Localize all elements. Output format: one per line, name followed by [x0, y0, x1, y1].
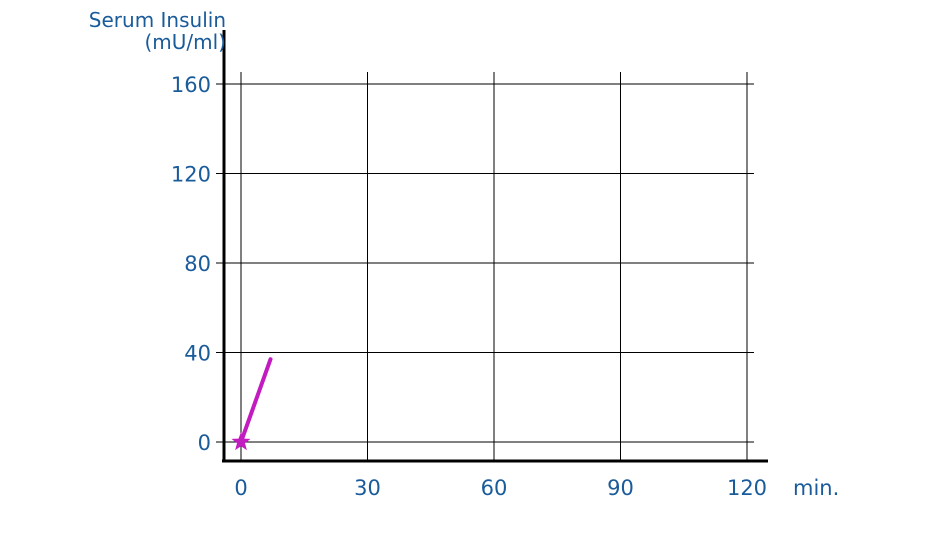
x-tick-label: 120 [727, 476, 767, 500]
y-tick-label: 0 [198, 431, 211, 455]
x-tick-label: 60 [481, 476, 508, 500]
y-tick-label: 80 [184, 252, 211, 276]
x-tick-label: 90 [607, 476, 634, 500]
y-axis-title-line2: (mU/ml) [144, 30, 226, 54]
x-tick-labels: 0 30 60 90 120 [234, 476, 767, 500]
y-tick-label: 160 [171, 73, 211, 97]
y-tick-labels: 0 40 80 120 160 [171, 73, 211, 455]
series [231, 357, 273, 451]
axes [222, 30, 768, 463]
y-axis-title-line1: Serum Insulin [89, 8, 226, 32]
grid-lines [216, 72, 754, 461]
y-tick-label: 120 [171, 163, 211, 187]
star-marker [231, 432, 251, 451]
x-tick-label: 30 [354, 476, 381, 500]
y-tick-label: 40 [184, 342, 211, 366]
x-axis-unit-label: min. [793, 476, 839, 500]
x-tick-label: 0 [234, 476, 247, 500]
series-line [239, 357, 273, 444]
